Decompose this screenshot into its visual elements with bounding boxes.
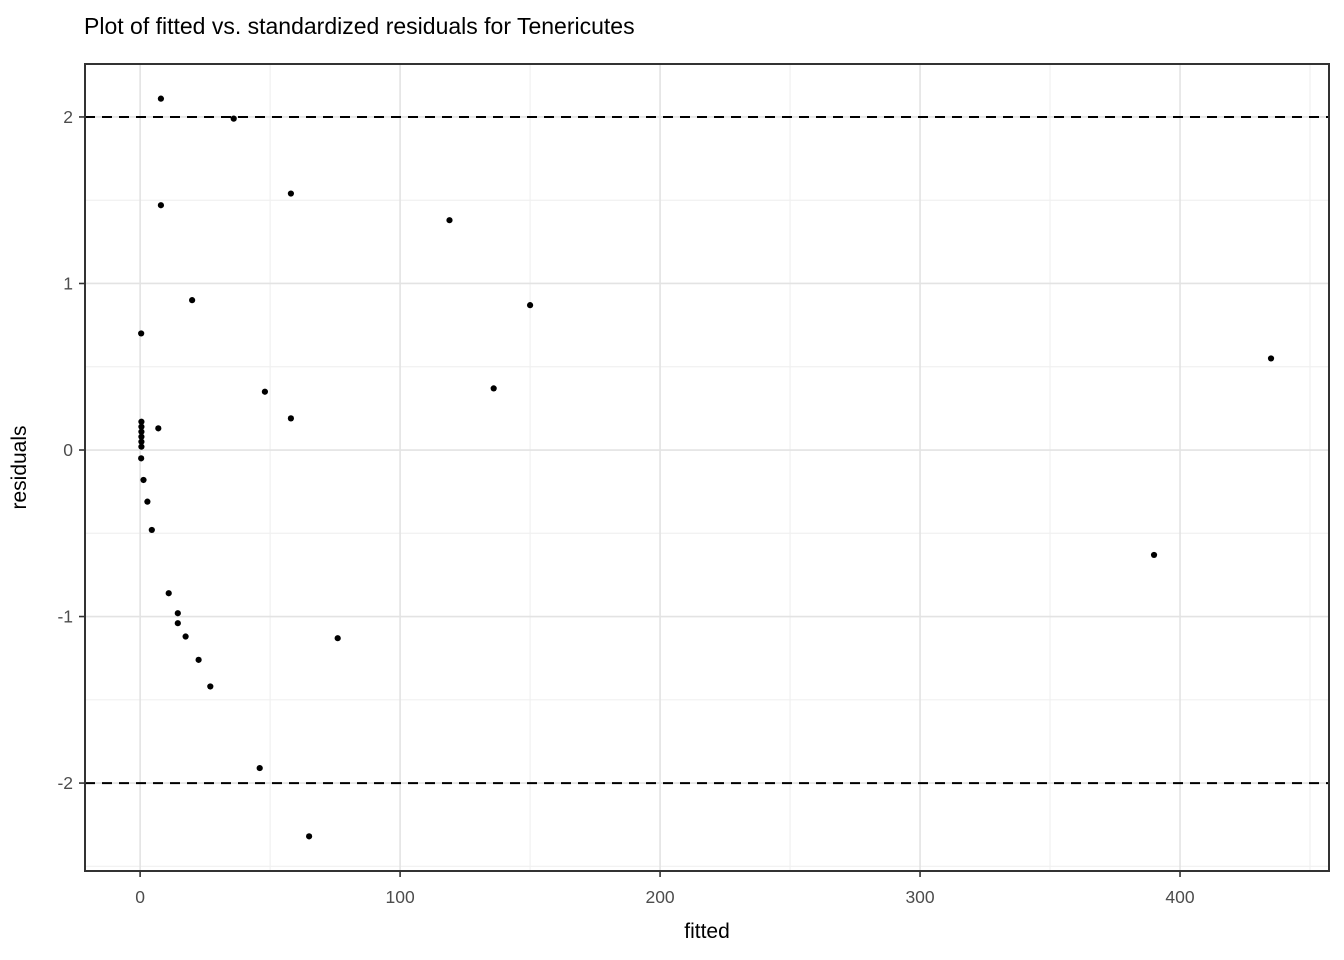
data-point — [526, 302, 534, 309]
data-point — [165, 590, 172, 597]
x-tick-label: 400 — [1165, 887, 1194, 907]
data-point — [195, 656, 202, 663]
data-point — [446, 217, 453, 224]
data-point — [261, 388, 269, 395]
data-point — [138, 330, 145, 337]
data-point — [306, 833, 313, 840]
data-point — [138, 443, 145, 450]
x-tick-label: 0 — [135, 887, 145, 907]
x-tick-label: 100 — [385, 887, 414, 907]
panel-border — [84, 63, 1330, 872]
data-point — [138, 428, 145, 435]
data-point — [140, 476, 147, 484]
data-point — [138, 433, 145, 440]
data-point — [157, 95, 165, 102]
data-point — [1267, 355, 1275, 362]
plot-panel: 0 100 200 300 400 -2 -1 0 1 2 — [57, 63, 1330, 907]
data-point — [490, 385, 497, 392]
data-point — [138, 438, 145, 445]
data-point — [287, 190, 295, 197]
y-tick-label: -2 — [57, 773, 73, 793]
chart-title: Plot of fitted vs. standardized residual… — [84, 13, 635, 39]
data-point — [144, 498, 151, 505]
data-point — [155, 425, 162, 432]
y-tick-label: 0 — [63, 440, 73, 460]
data-point — [157, 202, 165, 209]
data-point — [174, 610, 181, 617]
data-point — [138, 455, 145, 462]
data-point — [174, 620, 181, 627]
data-point — [256, 764, 263, 772]
data-point — [138, 423, 145, 430]
data-point — [148, 526, 155, 534]
data-point — [230, 115, 237, 122]
panel-background — [85, 64, 1329, 871]
x-axis-title: fitted — [684, 920, 730, 943]
y-tick-label: 1 — [63, 273, 73, 293]
y-axis-title: residuals — [8, 425, 31, 509]
y-tick-label: 2 — [63, 107, 73, 127]
data-point — [189, 297, 196, 304]
data-point — [1150, 551, 1158, 559]
data-point — [182, 633, 189, 640]
x-tick-label: 200 — [645, 887, 674, 907]
data-point — [334, 635, 341, 642]
data-point — [287, 415, 295, 422]
data-point — [207, 683, 214, 690]
y-tick-label: -1 — [57, 607, 73, 627]
data-point — [138, 418, 145, 425]
x-tick-label: 300 — [905, 887, 934, 907]
